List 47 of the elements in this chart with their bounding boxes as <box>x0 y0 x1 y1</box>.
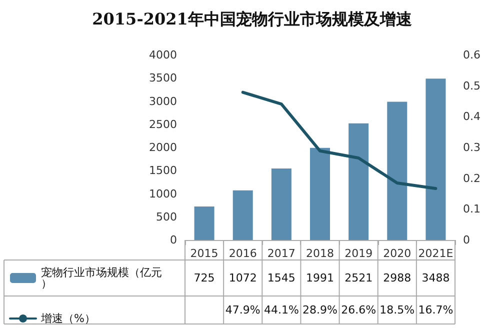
data-label: 44.1% <box>264 304 299 316</box>
legend-label: 增速（%） <box>40 312 96 325</box>
y2-tick-label: 0 <box>463 234 470 246</box>
x-tick-label: 2016 <box>228 247 257 260</box>
y2-tick-label: 0.2 <box>463 172 480 185</box>
data-label: 28.9% <box>302 304 338 316</box>
x-tick-label: 2019 <box>344 247 373 260</box>
y-tick-label: 3000 <box>149 94 177 108</box>
data-label: 725 <box>194 272 215 284</box>
line-series <box>241 90 438 190</box>
data-label: 47.9% <box>225 304 260 316</box>
y-tick-label: 3500 <box>149 72 177 85</box>
legend-label: 宠物行业市场规模（亿元） <box>41 266 162 290</box>
bar <box>426 78 446 240</box>
data-label: 2521 <box>344 272 373 284</box>
y-tick-label: 1000 <box>149 187 177 200</box>
data-label: 1991 <box>306 272 334 284</box>
x-tick-label: 2021E <box>418 247 454 260</box>
x-tick-label: 2015 <box>190 247 218 260</box>
bar <box>194 206 214 240</box>
data-label: 1072 <box>228 272 257 284</box>
x-tick-label: 2018 <box>306 247 334 260</box>
y2-tick-label: 0.5 <box>463 79 480 92</box>
x-tick-label: 2017 <box>267 247 296 260</box>
data-label: 16.7% <box>418 304 454 316</box>
data-label: 3488 <box>422 272 450 284</box>
y-tick-label: 500 <box>156 210 177 224</box>
bar <box>310 148 330 240</box>
y2-tick-label: 0.6 <box>463 48 480 62</box>
y-tick-label: 2000 <box>149 141 177 154</box>
data-label: 26.6% <box>341 304 376 316</box>
bar <box>271 168 292 240</box>
y2-tick-label: 0.1 <box>463 202 480 216</box>
y-tick-label: 1500 <box>149 164 177 178</box>
y2-tick-label: 0.3 <box>463 141 480 154</box>
y-tick-label: 0 <box>170 234 177 246</box>
y-tick-label: 4000 <box>149 48 177 62</box>
bar <box>348 123 369 240</box>
bar <box>387 102 408 240</box>
bar <box>232 190 253 240</box>
data-label: 1545 <box>267 272 296 284</box>
chart-title: 2015-2021年中国宠物行业市场规模及增速 <box>92 10 413 28</box>
x-tick-label: 2020 <box>383 247 412 260</box>
y2-tick-label: 0.4 <box>463 110 480 124</box>
data-label: 18.5% <box>380 304 415 316</box>
data-label: 2988 <box>383 272 412 284</box>
y-tick-label: 2500 <box>149 118 177 131</box>
